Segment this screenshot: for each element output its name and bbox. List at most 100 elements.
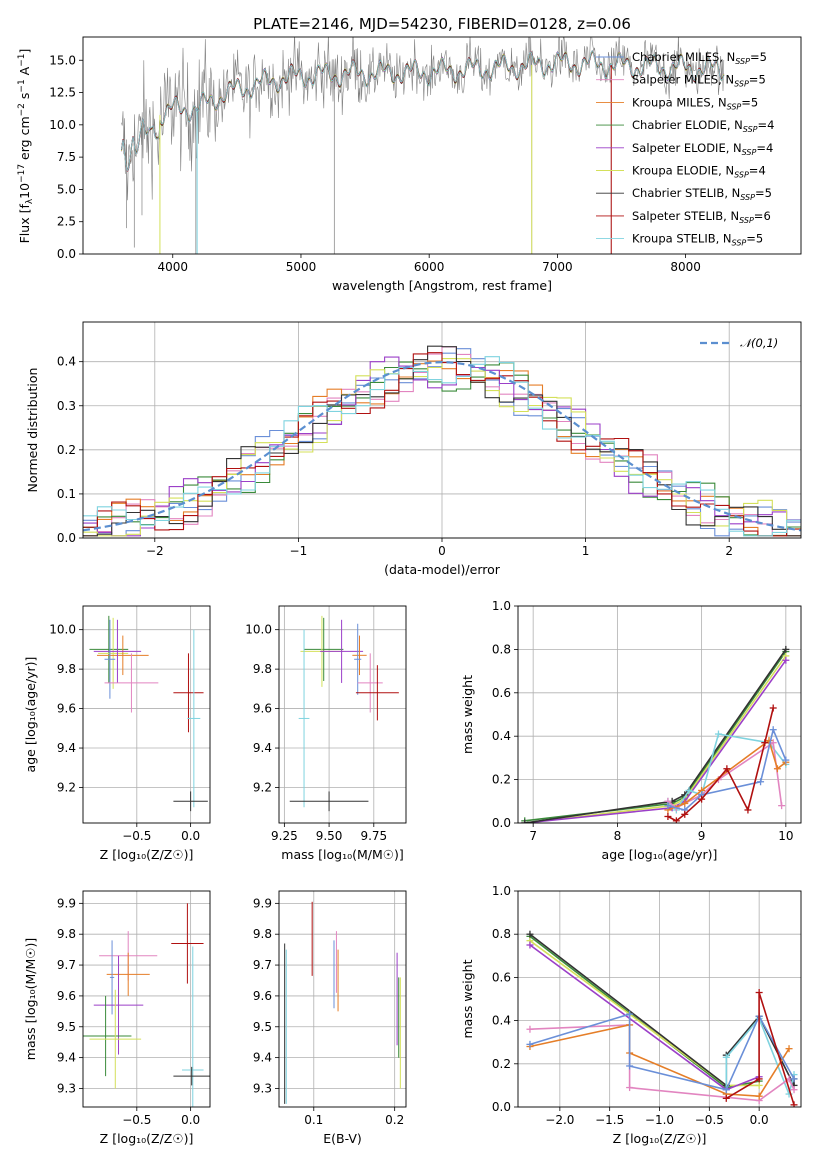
weight-marker	[755, 1092, 763, 1100]
plot-area-age-vs-mass	[289, 615, 399, 812]
y-tick-label: 10.0	[245, 623, 272, 637]
y-axis-label: Flux [fλ10−17 erg cm−2 s−1 A−1]	[17, 49, 35, 244]
weight-marker	[672, 817, 680, 823]
legend-nssp-eq: =	[749, 73, 759, 87]
x-tick-label: 4000	[157, 260, 188, 274]
x-tick-label: 0.1	[304, 1113, 323, 1127]
axes-frame	[278, 890, 407, 1108]
weight-marker	[722, 1086, 730, 1094]
legend-nssp-value: 5	[760, 50, 767, 64]
legend-model-name: Kroupa STELIB	[632, 232, 716, 246]
y-label-part: Flux [f	[17, 204, 32, 244]
x-tick-label: 2	[725, 544, 733, 558]
weight-marker	[698, 795, 706, 803]
legend-nssp-value: 5	[765, 186, 772, 200]
legend-nssp-eq: =	[755, 186, 765, 200]
y-axis-label: mass [log₁₀(M/M☉)]	[23, 938, 38, 1060]
y-tick-label: 9.4	[57, 1051, 76, 1065]
axes-residuals: −2 −1 0 1 2 0.0 0.1 0.2 0.3 0.4 (data-model)/error…	[25, 321, 802, 577]
y-tick-label: 9.6	[253, 989, 272, 1003]
x-tick-label: 9	[698, 829, 706, 843]
legend-nssp-prefix: , N	[719, 50, 735, 64]
weight-marker	[782, 656, 790, 664]
legend-entry: Salpeter STELIB, NSSP=6	[632, 209, 771, 225]
legend-label: 𝒩(0,1)	[740, 336, 778, 350]
axes-frame	[517, 605, 802, 824]
y-tick-label: 0.1	[57, 487, 76, 501]
y-tick-label: 7.5	[57, 150, 76, 164]
y-tick-label: 0.4	[492, 729, 511, 743]
y-tick-label: 15.0	[49, 53, 76, 67]
weight-marker	[761, 739, 769, 747]
legend-nssp-eq: =	[750, 50, 760, 64]
y-tick-label: 9.9	[253, 896, 272, 910]
x-tick-label: −1.0	[645, 1113, 674, 1127]
y-tick-label: 9.8	[253, 927, 272, 941]
weight-marker	[755, 989, 763, 997]
y-tick-label: 0.2	[492, 1057, 511, 1071]
legend-entry: Kroupa MILES, NSSP=5	[632, 95, 758, 111]
y-tick-label: 9.6	[253, 702, 272, 716]
x-tick-label: 7	[529, 829, 537, 843]
x-axis-label: Z [log₁₀(Z/Z☉)]	[100, 1131, 194, 1146]
legend-model-name: Chabrier MILES	[632, 50, 719, 64]
errorbar-point-chabrier-miles	[109, 940, 115, 1015]
axes-frame	[82, 321, 802, 539]
y-tick-label: 9.4	[253, 741, 272, 755]
legend-nssp-prefix: , N	[727, 118, 743, 132]
y-tick-label: 10.0	[49, 623, 76, 637]
weight-marker	[526, 1040, 534, 1048]
errorbar-point-kroupa-stelib	[187, 629, 201, 808]
errorbar-point-salpeter-stelib	[173, 653, 204, 733]
x-tick-label: 9.25	[271, 829, 298, 843]
y-tick-label: 10.0	[49, 118, 76, 132]
legend-model-name: Kroupa ELODIE	[632, 164, 718, 178]
legend-entry: Kroupa STELIB, NSSP=5	[632, 232, 763, 248]
errorbar-point-kroupa-miles	[106, 952, 150, 996]
legend-model-name: Salpeter STELIB	[632, 209, 723, 223]
y-tick-label: 9.8	[253, 662, 272, 676]
weight-line-chabrier-miles	[667, 727, 787, 811]
y-tick-label: 0.6	[492, 970, 511, 984]
y-axis-label: mass weight	[460, 675, 475, 754]
x-axis-label: age [log₁₀(age/yr)]	[602, 847, 718, 862]
y-label-part: −1	[17, 54, 27, 67]
axes-frame	[82, 890, 211, 1108]
x-tick-label: −1	[290, 544, 308, 558]
x-axis-label: (data-model)/error	[384, 562, 501, 577]
weight-marker	[769, 726, 777, 734]
residual-legend: 𝒩(0,1)	[700, 336, 778, 350]
y-tick-label: 0.2	[492, 773, 511, 787]
x-tick-label: 0.2	[385, 1113, 404, 1127]
y-tick-label: 1.0	[492, 599, 511, 613]
axes-mass-vs-ebv: 0.1 0.2 9.3 9.4 9.5 9.6 9.7 9.8 9.9 E(B-V)	[253, 890, 407, 1146]
legend-nssp-eq: =	[758, 118, 768, 132]
x-axis-label: wavelength [Angstrom, rest frame]	[332, 278, 552, 293]
normal-distribution-curve	[83, 360, 801, 532]
errorbar-point-salpeter-stelib	[355, 665, 399, 721]
legend-nssp-eq: =	[749, 164, 759, 178]
weight-marker	[782, 756, 790, 764]
errorbar-point-chabrier-elodie	[83, 995, 132, 1077]
legend-model-name: Salpeter ELODIE	[632, 141, 726, 155]
errorbar-point-salpeter-elodie	[93, 955, 144, 1055]
x-tick-label: 6000	[414, 260, 445, 274]
legend-nssp-value: 6	[763, 209, 770, 223]
x-axis-label: E(B-V)	[323, 1131, 362, 1146]
y-tick-label: 0.0	[57, 531, 76, 545]
legend-nssp-eq: =	[756, 141, 766, 155]
errorbar-point-chabrier-elodie	[304, 617, 344, 681]
y-tick-label: 9.8	[57, 662, 76, 676]
weight-marker	[723, 765, 731, 773]
spectrum-title: PLATE=2146, MJD=54230, FIBERID=0128, z=0…	[253, 15, 631, 33]
legend-nssp-sub: SSP	[740, 193, 755, 202]
errorbar-point-kroupa-elodie	[89, 989, 142, 1089]
errorbar-point-chabrier-elodie	[89, 615, 129, 683]
axes-frame	[517, 890, 802, 1108]
x-axis-label: Z [log₁₀(Z/Z☉)]	[100, 847, 194, 862]
errorbar-point-kroupa-elodie	[98, 617, 129, 689]
x-tick-label: 9.50	[316, 829, 343, 843]
x-tick-label: 7000	[542, 260, 573, 274]
y-tick-label: 9.3	[253, 1081, 272, 1095]
